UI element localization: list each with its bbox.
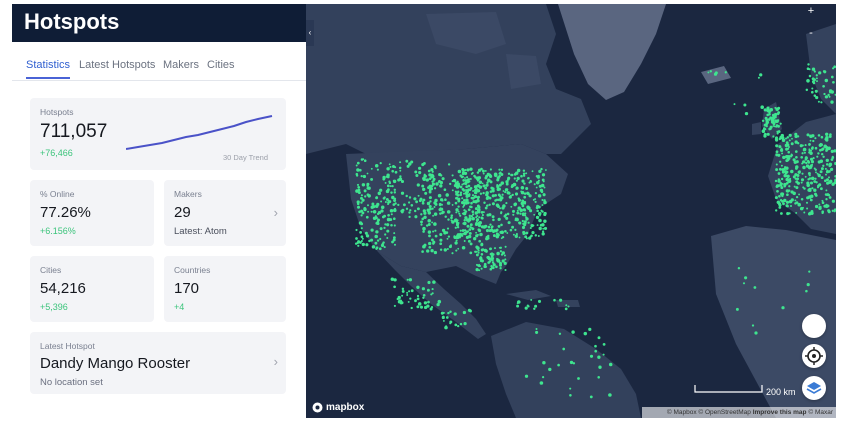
online-label: % Online [40,189,75,199]
chevron-right-icon: › [273,354,278,369]
latest-hotspot-card[interactable]: Latest Hotspot Dandy Mango Rooster No lo… [30,332,286,394]
online-card: % Online 77.26% +6.156% [30,180,154,246]
countries-delta: +4 [174,302,185,312]
countries-label: Countries [174,265,211,275]
latest-hotspot-name: Dandy Mango Rooster [40,355,191,372]
mapbox-logo[interactable]: mapbox [312,402,364,413]
map-scale-bar [694,385,763,393]
tab-latest-hotspots[interactable]: Latest Hotspots [79,59,156,71]
hotspots-value: 711,057 [40,121,108,142]
hotspots-label: Hotspots [40,107,74,117]
tab-statistics[interactable]: Statistics [26,59,71,71]
online-delta: +6.156% [40,226,76,236]
hotspots-card: Hotspots 711,057 +76,466 30 Day Trend [30,98,286,170]
cities-label: Cities [40,265,62,275]
locate-button[interactable] [802,344,826,368]
online-value: 77.26% [40,204,91,221]
sidebar: Hotspots Statistics Latest Hotspots Make… [12,4,306,415]
trend-label: 30 Day Trend [222,153,268,162]
hotspots-delta: +76,466 [40,148,73,158]
attribution-copyright[interactable]: © Mapbox © OpenStreetMap [666,409,751,416]
map-layer-toggle-button[interactable] [802,314,826,338]
layers-button[interactable] [802,376,826,400]
makers-card[interactable]: Makers 29 Latest: Atom › [164,180,286,246]
mapbox-logo-icon [312,402,323,413]
layers-icon [806,382,822,394]
countries-card: Countries 170 +4 [164,256,286,322]
tab-makers[interactable]: Makers [163,59,200,71]
cities-value: 54,216 [40,280,86,297]
tab-cities[interactable]: Cities [207,59,235,71]
zoom-in-button[interactable]: + [807,5,815,17]
sidebar-bottom-edge [12,415,306,421]
chevron-right-icon: › [273,205,278,220]
statistics-panel: Hotspots 711,057 +76,466 30 Day Trend % … [12,81,306,415]
map-basemap [306,4,836,418]
sidebar-header: Hotspots [12,4,306,42]
trend-sparkline [126,115,273,150]
mapbox-logo-text: mapbox [326,402,365,413]
makers-latest: Latest: Atom [174,226,227,237]
zoom-out-button[interactable]: - [809,27,813,39]
attribution-maxar[interactable]: © Maxar [808,409,833,416]
latest-hotspot-location: No location set [40,377,103,388]
map-attribution: © Mapbox © OpenStreetMap Improve this ma… [642,407,836,418]
countries-value: 170 [174,280,200,297]
hotspot-dots [354,63,836,399]
page-title: Hotspots [24,9,120,34]
latest-hotspot-label: Latest Hotspot [40,341,95,351]
crosshair-icon [805,347,823,365]
makers-label: Makers [174,189,202,199]
active-tab-indicator [26,77,70,79]
improve-map-link[interactable]: Improve this map [752,409,807,416]
tab-bar: Statistics Latest Hotspots Makers Cities [12,42,306,81]
makers-value: 29 [174,204,191,221]
cities-card: Cities 54,216 +5,396 [30,256,154,322]
collapse-sidebar-button[interactable]: ‹ [306,20,314,46]
hotspot-map[interactable]: ‹ + - 200 km mapbox © Mapbox © OpenStree… [306,4,836,418]
cities-delta: +5,396 [40,302,68,312]
map-scale-label: 200 km [766,387,796,397]
